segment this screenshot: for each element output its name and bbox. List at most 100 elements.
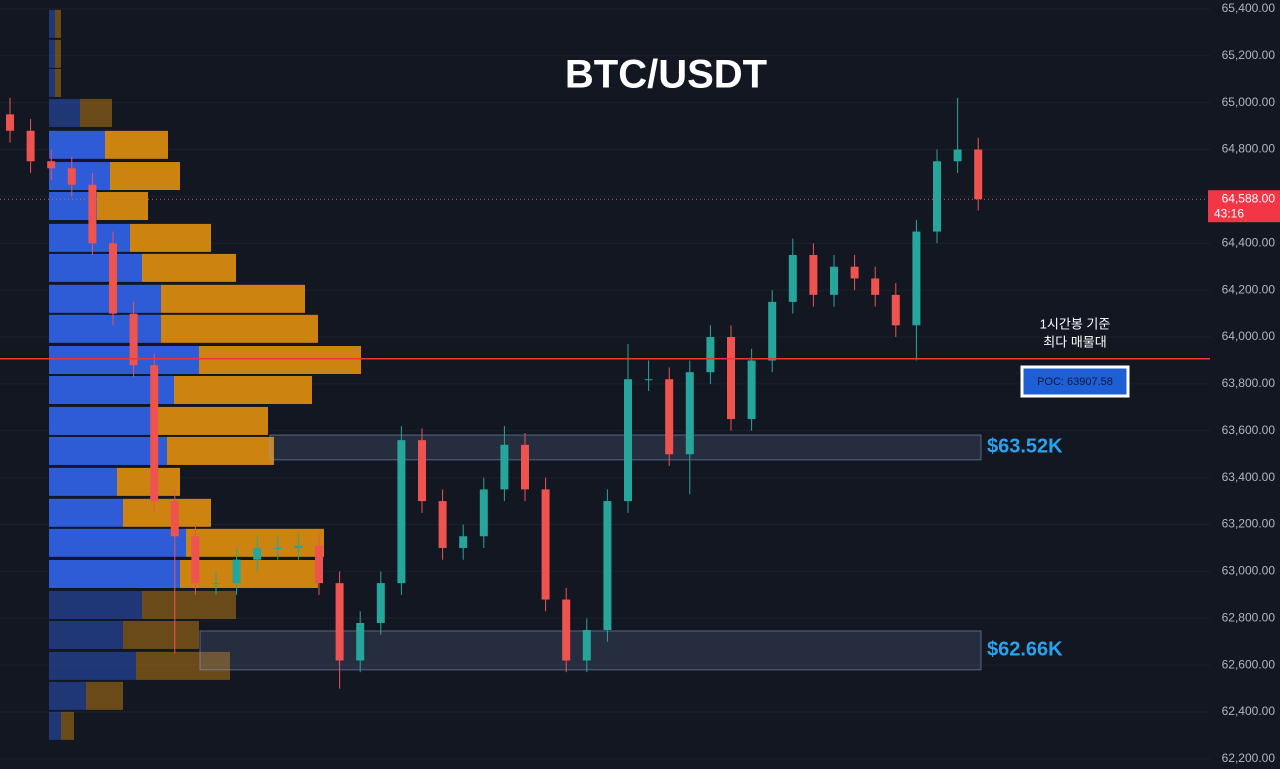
candle-body — [253, 547, 262, 560]
profile-buy-bar — [49, 528, 186, 557]
profile-sell-bar — [199, 346, 361, 375]
y-tick-label: 65,200.00 — [1222, 48, 1276, 62]
profile-sell-bar — [105, 130, 168, 159]
y-tick-label: 62,600.00 — [1222, 657, 1276, 671]
profile-buy-bar — [49, 39, 55, 68]
candle-body — [582, 630, 591, 661]
profile-buy-bar — [49, 346, 199, 375]
profile-sell-bar — [86, 681, 123, 710]
profile-sell-bar — [55, 68, 61, 97]
y-tick-label: 63,600.00 — [1222, 423, 1276, 437]
last-price-tag — [1208, 190, 1280, 223]
profile-buy-bar — [49, 9, 55, 38]
candle-body — [624, 379, 632, 502]
profile-sell-bar — [180, 559, 318, 588]
profile-buy-bar — [49, 711, 61, 740]
candle-body — [541, 489, 550, 600]
candle-body — [67, 168, 76, 185]
y-tick-label: 64,400.00 — [1222, 235, 1276, 249]
candle-body — [706, 337, 715, 373]
candle-body — [438, 501, 447, 548]
annotation: 1시간봉 기준 — [1040, 316, 1111, 331]
candle-body — [109, 243, 117, 314]
zone-label: $63.52K — [987, 436, 1063, 458]
y-tick-label: 63,400.00 — [1222, 470, 1276, 484]
candle-body — [830, 266, 838, 295]
profile-sell-bar — [174, 376, 312, 405]
candle-body — [953, 149, 962, 162]
profile-sell-bar — [61, 711, 74, 740]
profile-buy-bar — [49, 314, 161, 343]
y-tick-label: 63,800.00 — [1222, 376, 1276, 390]
candle-body — [212, 583, 220, 585]
profile-buy-bar — [49, 406, 156, 435]
profile-sell-bar — [55, 9, 61, 38]
candle-body — [891, 294, 900, 326]
profile-buy-bar — [49, 467, 117, 496]
candle-body — [191, 536, 200, 584]
candle-body — [500, 444, 509, 490]
profile-sell-bar — [136, 651, 230, 680]
candle-body — [170, 501, 179, 537]
profile-sell-bar — [80, 98, 112, 127]
candle-body — [788, 255, 797, 302]
profile-sell-bar — [123, 498, 211, 527]
candle-body — [768, 301, 777, 361]
candle-body — [521, 444, 529, 490]
profile-buy-bar — [49, 68, 55, 97]
countdown: 43:16 — [1214, 206, 1244, 220]
profile-buy-bar — [49, 130, 105, 159]
candle-body — [747, 360, 756, 420]
candle-body — [232, 559, 241, 584]
profile-buy-bar — [49, 98, 80, 127]
candle-body — [727, 337, 735, 420]
chart-title: BTC/USDT — [565, 53, 767, 97]
candle-body — [356, 622, 365, 661]
profile-sell-bar — [110, 162, 180, 191]
last-price-label: 64,588.00 — [1222, 191, 1276, 205]
candle-body — [871, 278, 880, 295]
profile-buy-bar — [49, 620, 123, 649]
profile-buy-bar — [49, 162, 110, 191]
candle-body — [603, 501, 612, 631]
y-tick-label: 63,000.00 — [1222, 564, 1276, 578]
candle-body — [644, 379, 653, 381]
candle-body — [974, 149, 983, 200]
profile-sell-bar — [156, 406, 268, 435]
candle-body — [47, 161, 56, 169]
annotation: 최다 매물대 — [1043, 334, 1106, 349]
candle-body — [26, 130, 35, 162]
y-tick-label: 62,800.00 — [1222, 610, 1276, 624]
y-tick-label: 64,800.00 — [1222, 142, 1276, 156]
candle-body — [418, 440, 426, 502]
profile-sell-bar — [130, 223, 211, 252]
candle-body — [129, 313, 138, 366]
profile-sell-bar — [161, 314, 318, 343]
profile-buy-bar — [49, 681, 86, 710]
candle-body — [933, 161, 941, 232]
y-tick-label: 62,200.00 — [1222, 751, 1276, 765]
profile-sell-bar — [97, 192, 148, 221]
profile-sell-bar — [167, 436, 274, 465]
profile-sell-bar — [161, 284, 305, 313]
candle-body — [6, 114, 14, 131]
profile-buy-bar — [49, 284, 161, 313]
y-tick-label: 65,400.00 — [1222, 1, 1276, 15]
candle-body — [88, 184, 97, 244]
profile-sell-bar — [117, 467, 180, 496]
candle-body — [809, 255, 818, 295]
candle-body — [459, 536, 468, 548]
zone-label: $62.66K — [987, 639, 1063, 661]
profile-buy-bar — [49, 590, 142, 619]
candle-body — [376, 583, 385, 623]
poc-label: POC: 63907.58 — [1037, 376, 1113, 388]
y-tick-label: 62,400.00 — [1222, 704, 1276, 718]
profile-sell-bar — [55, 39, 61, 68]
poc-box — [1020, 365, 1130, 398]
candle-body — [273, 547, 282, 549]
profile-buy-bar — [49, 651, 136, 680]
candle-body — [562, 599, 571, 661]
candle-body — [294, 545, 303, 548]
profile-sell-bar — [142, 590, 236, 619]
